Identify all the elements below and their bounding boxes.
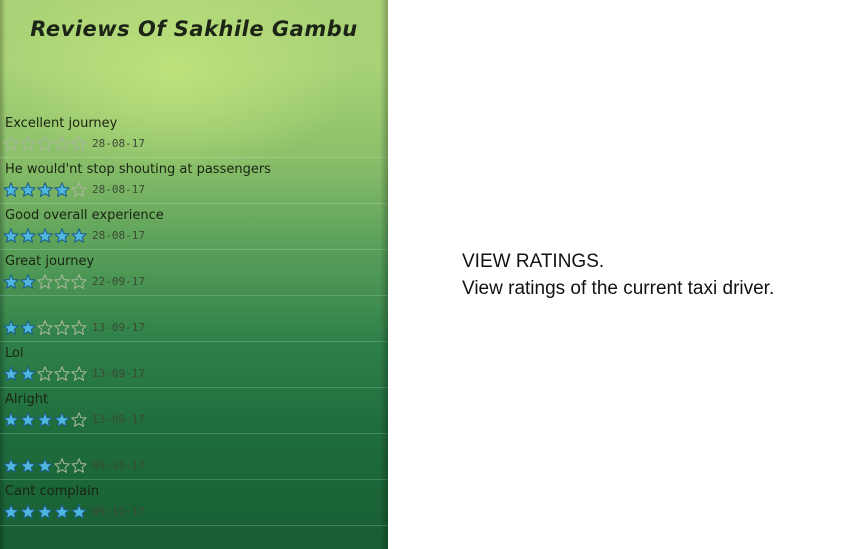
star-rating — [3, 503, 88, 519]
review-row[interactable]: Alright 13-09-17 — [0, 388, 388, 434]
review-row[interactable]: 09-10-17 — [0, 434, 388, 480]
review-date: 28-08-17 — [92, 228, 145, 242]
star-empty-icon — [37, 319, 54, 335]
star-empty-icon — [37, 273, 54, 289]
review-meta: 09-10-17 — [3, 503, 145, 519]
star-filled-icon — [37, 457, 54, 473]
review-row[interactable]: Great journey 22-09-17 — [0, 250, 388, 296]
review-date: 28-08-17 — [92, 136, 145, 150]
review-row[interactable]: Cant complain 09-10-17 — [0, 480, 388, 526]
phone-screen: Reviews Of Sakhile Gambu Excellent journ… — [0, 0, 388, 549]
star-empty-icon — [71, 411, 88, 427]
star-filled-icon — [3, 181, 20, 197]
review-comment: Cant complain — [5, 484, 99, 499]
star-filled-icon — [20, 181, 37, 197]
review-meta: 28-08-17 — [3, 135, 145, 151]
star-filled-icon — [20, 411, 37, 427]
star-filled-icon — [20, 457, 37, 473]
review-comment: Great journey — [5, 254, 95, 269]
star-empty-icon — [54, 457, 71, 473]
star-empty-icon — [54, 273, 71, 289]
star-empty-icon — [71, 135, 88, 151]
star-filled-icon — [3, 273, 20, 289]
review-row[interactable]: Lol 13-09-17 — [0, 342, 388, 388]
star-empty-icon — [71, 457, 88, 473]
star-filled-icon — [3, 319, 20, 335]
review-date: 09-10-17 — [92, 458, 145, 472]
star-empty-icon — [54, 365, 71, 381]
star-rating — [3, 457, 88, 473]
star-filled-icon — [54, 227, 71, 243]
review-meta: 09-10-17 — [3, 457, 145, 473]
star-filled-icon — [37, 227, 54, 243]
review-date: 09-10-17 — [92, 504, 145, 518]
star-filled-icon — [3, 227, 20, 243]
star-rating — [3, 411, 88, 427]
star-empty-icon — [20, 135, 37, 151]
star-rating — [3, 135, 88, 151]
star-empty-icon — [37, 365, 54, 381]
review-row[interactable]: 13-09-17 — [0, 296, 388, 342]
page-title: Reviews Of Sakhile Gambu — [30, 17, 358, 41]
review-date: 22-09-17 — [92, 274, 145, 288]
star-filled-icon — [3, 503, 20, 519]
review-date: 13-09-17 — [92, 320, 145, 334]
star-rating — [3, 273, 88, 289]
caption: VIEW RATINGS. View ratings of the curren… — [462, 248, 774, 302]
review-comment: Excellent journey — [5, 116, 118, 131]
review-date: 13-09-17 — [92, 366, 145, 380]
caption-heading: VIEW RATINGS. — [462, 251, 605, 272]
star-filled-icon — [54, 503, 71, 519]
star-empty-icon — [3, 135, 20, 151]
star-rating — [3, 319, 88, 335]
review-comment: He would'nt stop shouting at passengers — [5, 162, 271, 177]
review-meta: 13-09-17 — [3, 319, 145, 335]
review-comment: Lol — [5, 346, 24, 361]
review-comment: Good overall experience — [5, 208, 164, 223]
star-rating — [3, 181, 88, 197]
star-filled-icon — [3, 365, 20, 381]
caption-description: View ratings of the current taxi driver. — [462, 278, 775, 299]
star-filled-icon — [20, 365, 37, 381]
star-rating — [3, 227, 88, 243]
review-list[interactable]: Excellent journey 28-08-17 He would'nt sto… — [0, 112, 388, 526]
star-filled-icon — [71, 503, 88, 519]
star-empty-icon — [54, 135, 71, 151]
star-empty-icon — [71, 181, 88, 197]
review-row[interactable]: He would'nt stop shouting at passengers 2… — [0, 158, 388, 204]
review-date: 28-08-17 — [92, 182, 145, 196]
review-row[interactable]: Excellent journey 28-08-17 — [0, 112, 388, 158]
star-filled-icon — [20, 227, 37, 243]
star-filled-icon — [3, 457, 20, 473]
star-filled-icon — [37, 503, 54, 519]
star-filled-icon — [20, 319, 37, 335]
star-filled-icon — [54, 411, 71, 427]
star-empty-icon — [54, 319, 71, 335]
star-rating — [3, 365, 88, 381]
star-empty-icon — [71, 319, 88, 335]
review-date: 13-09-17 — [92, 412, 145, 426]
review-meta: 28-08-17 — [3, 181, 145, 197]
star-filled-icon — [37, 411, 54, 427]
star-filled-icon — [71, 227, 88, 243]
review-meta: 22-09-17 — [3, 273, 145, 289]
star-empty-icon — [71, 273, 88, 289]
review-row[interactable]: Good overall experience 28-08-17 — [0, 204, 388, 250]
review-meta: 13-09-17 — [3, 365, 145, 381]
star-empty-icon — [71, 365, 88, 381]
star-filled-icon — [37, 181, 54, 197]
review-meta: 28-08-17 — [3, 227, 145, 243]
star-filled-icon — [54, 181, 71, 197]
review-meta: 13-09-17 — [3, 411, 145, 427]
star-filled-icon — [3, 411, 20, 427]
star-filled-icon — [20, 503, 37, 519]
review-comment: Alright — [5, 392, 49, 407]
star-empty-icon — [37, 135, 54, 151]
star-filled-icon — [20, 273, 37, 289]
